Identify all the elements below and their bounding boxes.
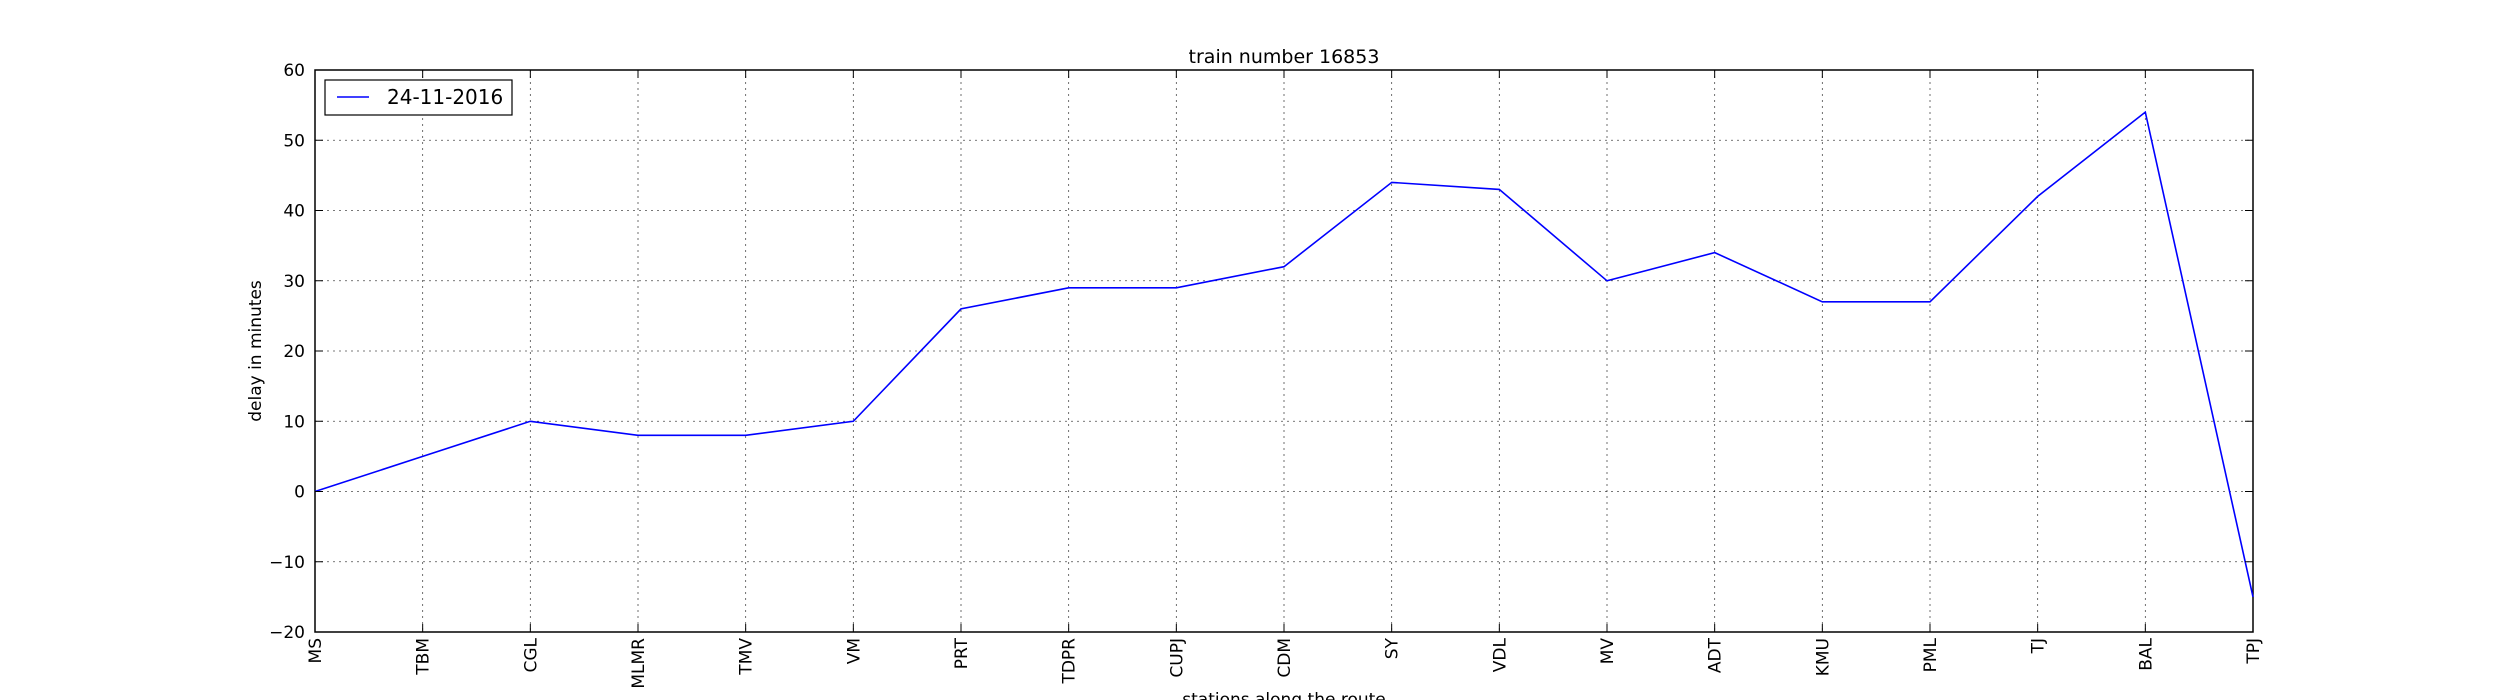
y-tick-label: 20 [283, 342, 305, 362]
y-axis-label: delay in minutes [246, 280, 266, 422]
y-tick-label: 10 [283, 412, 305, 432]
legend: 24-11-2016 [324, 79, 513, 116]
legend-label-24-11-2016: 24-11-2016 [387, 85, 503, 109]
series-line-24-11-2016 [314, 110, 2254, 598]
y-tick-label: 50 [283, 131, 305, 151]
x-tick-label: TPJ [2244, 638, 2264, 665]
x-tick-label: TBM [414, 638, 434, 676]
x-tick-label: SY [1383, 637, 1403, 659]
chart-title: train number 16853 [1189, 46, 1380, 68]
y-tick-label: 0 [294, 483, 305, 503]
x-tick-label: TJ [2029, 638, 2049, 654]
x-tick-label: TDPR [1060, 638, 1080, 685]
x-tick-label: CGL [521, 637, 541, 672]
x-tick-label: CUPJ [1167, 638, 1187, 678]
y-tick-label: −20 [269, 623, 305, 643]
x-tick-label: VDL [1490, 637, 1510, 672]
y-tick-label: 40 [283, 202, 305, 222]
x-axis-label: stations along the route [1182, 690, 1386, 700]
y-tick-label: 30 [283, 272, 305, 292]
x-tick-label: CDM [1275, 638, 1295, 678]
series-layer [314, 110, 2254, 598]
x-tick-label: KMU [1813, 638, 1833, 676]
x-tick-label: PRT [952, 637, 972, 669]
x-tick-label: MV [1598, 638, 1618, 665]
x-tick-label: TMV [737, 638, 757, 676]
grid-lines [314, 69, 2254, 633]
x-tick-label: ADT [1706, 637, 1726, 673]
y-tick-label: −10 [269, 553, 305, 573]
x-tick-label: BAL [2136, 637, 2156, 670]
x-tick-label: MLMR [629, 638, 649, 689]
axis-ticks: −20 −10 0 10 20 30 40 50 60 MS TBM CGL MLMR TMV VM PRT T… [269, 61, 2264, 689]
x-tick-label: MS [306, 638, 326, 663]
x-tick-label: VM [844, 638, 864, 664]
x-tick-label: PML [1921, 637, 1941, 672]
y-tick-label: 60 [283, 61, 305, 81]
